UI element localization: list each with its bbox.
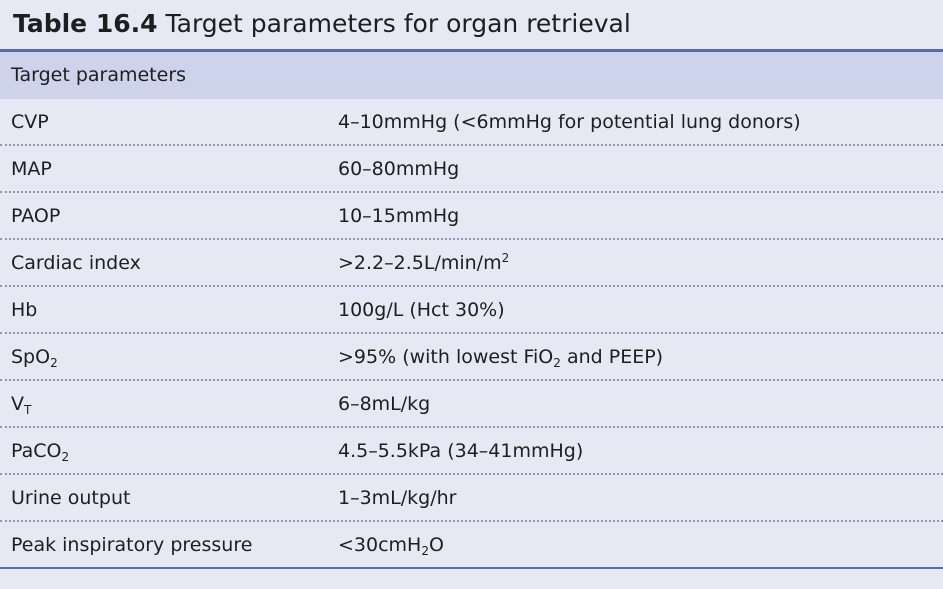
param-subscript: T xyxy=(24,403,32,417)
param-cell: PaCO2 xyxy=(11,437,69,465)
table-row: Hb 100g/L (Hct 30%) xyxy=(0,287,943,334)
table-row: PAOP 10–15mmHg xyxy=(0,193,943,240)
param-cell: SpO2 xyxy=(11,343,58,371)
value-text: >2.2–2.5L/min/m xyxy=(338,252,502,274)
param-cell: Cardiac index xyxy=(11,252,141,274)
value-cell: 100g/L (Hct 30%) xyxy=(338,299,505,321)
value-text: <30cmH xyxy=(338,534,422,556)
param-text: PaCO xyxy=(11,440,62,462)
value-text: and PEEP) xyxy=(560,346,664,368)
header-target-parameters: Target parameters xyxy=(11,64,187,86)
value-cell: 1–3mL/kg/hr xyxy=(338,487,457,509)
table-body: CVP 4–10mmHg (<6mmHg for potential lung … xyxy=(0,99,943,569)
table-row: MAP 60–80mmHg xyxy=(0,146,943,193)
value-cell: >95% (with lowest FiO2 and PEEP) xyxy=(338,343,663,371)
param-cell: Peak inspiratory pressure xyxy=(11,534,253,556)
table-row: Peak inspiratory pressure <30cmH2O xyxy=(0,522,943,569)
param-text: V xyxy=(11,393,24,415)
table-caption: Target parameters for organ retrieval xyxy=(165,9,631,38)
param-text: SpO xyxy=(11,346,51,368)
param-subscript: 2 xyxy=(61,450,70,464)
param-subscript: 2 xyxy=(50,356,58,370)
value-cell: 6–8mL/kg xyxy=(338,393,431,415)
param-cell: Hb xyxy=(11,299,38,321)
table-row: PaCO2 4.5–5.5kPa (34–41mmHg) xyxy=(0,428,943,475)
value-cell: >2.2–2.5L/min/m2 xyxy=(338,249,509,277)
param-cell: MAP xyxy=(11,158,52,180)
value-cell: 60–80mmHg xyxy=(338,158,460,180)
value-cell: 10–15mmHg xyxy=(338,205,460,227)
value-superscript: 2 xyxy=(501,251,510,265)
value-cell: <30cmH2O xyxy=(338,531,444,559)
table-row: VT 6–8mL/kg xyxy=(0,381,943,428)
param-cell: Urine output xyxy=(11,487,131,509)
table-row: CVP 4–10mmHg (<6mmHg for potential lung … xyxy=(0,99,943,146)
table-number: Table 16.4 xyxy=(13,9,158,38)
param-cell: PAOP xyxy=(11,205,61,227)
value-text: >95% (with lowest FiO xyxy=(338,346,554,368)
table-header-row: Target parameters xyxy=(0,52,943,99)
value-text: O xyxy=(428,534,444,556)
table-row: Urine output 1–3mL/kg/hr xyxy=(0,475,943,522)
table-row: SpO2 >95% (with lowest FiO2 and PEEP) xyxy=(0,334,943,381)
table-row: Cardiac index >2.2–2.5L/min/m2 xyxy=(0,240,943,287)
table-title-bar: Table 16.4 Target parameters for organ re… xyxy=(0,0,943,52)
param-cell: CVP xyxy=(11,111,49,133)
value-subscript: 2 xyxy=(553,356,561,370)
value-subscript: 2 xyxy=(421,544,429,558)
value-cell: 4–10mmHg (<6mmHg for potential lung dono… xyxy=(338,111,801,133)
param-cell: VT xyxy=(11,390,31,418)
table-title: Table 16.4 Target parameters for organ re… xyxy=(13,9,631,39)
value-cell: 4.5–5.5kPa (34–41mmHg) xyxy=(338,440,584,462)
